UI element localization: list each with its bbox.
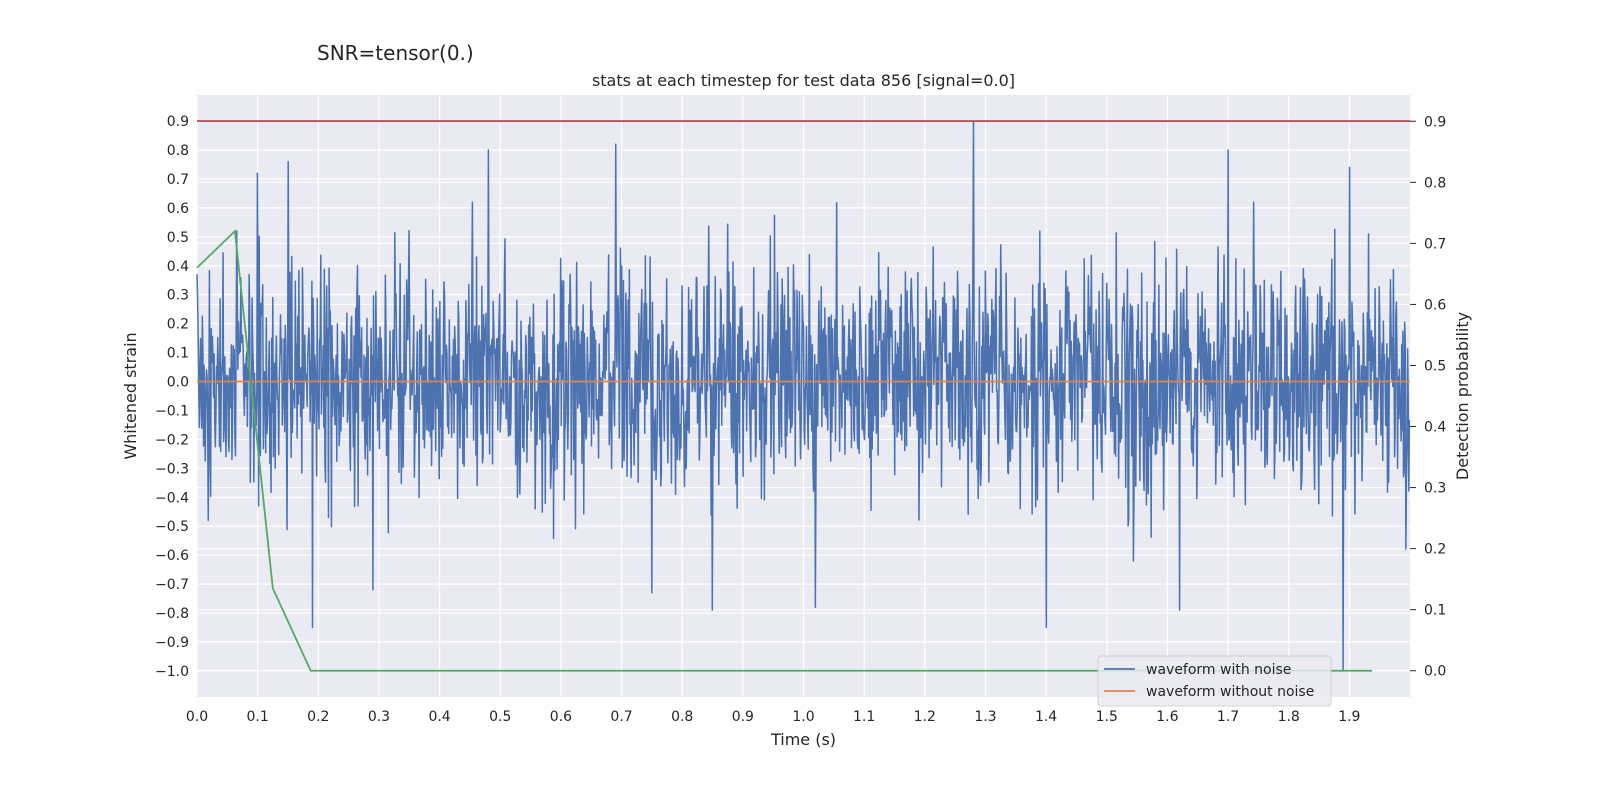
- y-tick-label: 0.9: [167, 114, 189, 130]
- y-tick-label: 0.2: [167, 317, 189, 333]
- y-right-tick-label: 0.5: [1424, 358, 1446, 374]
- y-right-tick-label: 0.0: [1424, 664, 1446, 680]
- legend-entry: waveform with noise: [1146, 662, 1291, 678]
- chart-title: stats at each timestep for test data 856…: [592, 71, 1015, 90]
- x-tick-label: 0.0: [186, 709, 208, 725]
- y-tick-label: −0.2: [155, 432, 189, 448]
- y-tick-label: 0.5: [167, 230, 189, 246]
- y-tick-label: −1.0: [155, 664, 189, 680]
- x-tick-label: 0.6: [550, 709, 572, 725]
- x-axis-label: Time (s): [770, 730, 836, 749]
- y-tick-label: 0.4: [167, 259, 189, 275]
- y-tick-label: 0.1: [167, 346, 189, 362]
- y-right-tick-label: 0.2: [1424, 542, 1446, 558]
- y-tick-label: −0.4: [155, 490, 189, 506]
- y-axis-label: Whitened strain: [121, 332, 140, 459]
- x-tick-label: 1.0: [792, 709, 814, 725]
- tick-labels: 0.0 0.1 0.2 0.3 0.4 0.5 0.6 0.7 0.8 0.9 1.0 1.1 1.2 1…: [155, 114, 1446, 725]
- legend-box: [1097, 655, 1332, 707]
- x-tick-label: 1.5: [1096, 709, 1118, 725]
- x-tick-label: 0.7: [610, 709, 632, 725]
- x-tick-label: 1.8: [1278, 709, 1300, 725]
- y-right-tick-label: 0.6: [1424, 297, 1446, 313]
- y-right-tick-label: 0.3: [1424, 481, 1446, 497]
- y-tick-label: −0.1: [155, 403, 189, 419]
- x-tick-label: 1.9: [1338, 709, 1360, 725]
- noisy-waveform-group: [196, 120, 1411, 672]
- y-right-tick-label: 0.7: [1424, 236, 1446, 252]
- y-tick-label: 0.8: [167, 143, 189, 159]
- y-right-tick-label: 0.1: [1424, 603, 1446, 619]
- y-tick-label: 0.3: [167, 288, 189, 304]
- y-axis-right-label: Detection probability: [1453, 312, 1472, 480]
- y-tick-label: −0.3: [155, 461, 189, 477]
- x-tick-label: 1.4: [1035, 709, 1057, 725]
- y-tick-label: 0.6: [167, 201, 189, 217]
- y-tick-label: 0.7: [167, 172, 189, 188]
- legend-entry: waveform without noise: [1146, 684, 1314, 700]
- y-right-tick-label: 0.4: [1424, 420, 1446, 436]
- y-tick-label: −0.6: [155, 548, 189, 564]
- y-tick-label: −0.7: [155, 577, 189, 593]
- x-tick-label: 0.9: [732, 709, 754, 725]
- y-right-tick-label: 0.8: [1424, 175, 1446, 191]
- x-tick-label: 0.4: [428, 709, 450, 725]
- y-tick-label: −0.5: [155, 519, 189, 535]
- noisy-waveform-line: [196, 120, 1411, 672]
- x-tick-label: 1.3: [974, 709, 996, 725]
- x-tick-label: 1.1: [853, 709, 875, 725]
- x-tick-label: 1.2: [914, 709, 936, 725]
- y-tick-label: 0.0: [167, 375, 189, 391]
- legend: waveform with noise waveform without nois…: [1097, 655, 1332, 707]
- x-tick-label: 0.3: [368, 709, 390, 725]
- x-tick-label: 0.2: [307, 709, 329, 725]
- y-tick-label: −0.8: [155, 606, 189, 622]
- y-tick-label: −0.9: [155, 635, 189, 651]
- x-tick-label: 0.8: [671, 709, 693, 725]
- y-right-tick-label: 0.9: [1424, 114, 1446, 130]
- x-tick-label: 1.6: [1156, 709, 1178, 725]
- x-tick-label: 0.5: [489, 709, 511, 725]
- x-tick-label: 1.7: [1217, 709, 1239, 725]
- suptitle: SNR=tensor(0.): [317, 41, 474, 65]
- x-tick-label: 0.1: [247, 709, 269, 725]
